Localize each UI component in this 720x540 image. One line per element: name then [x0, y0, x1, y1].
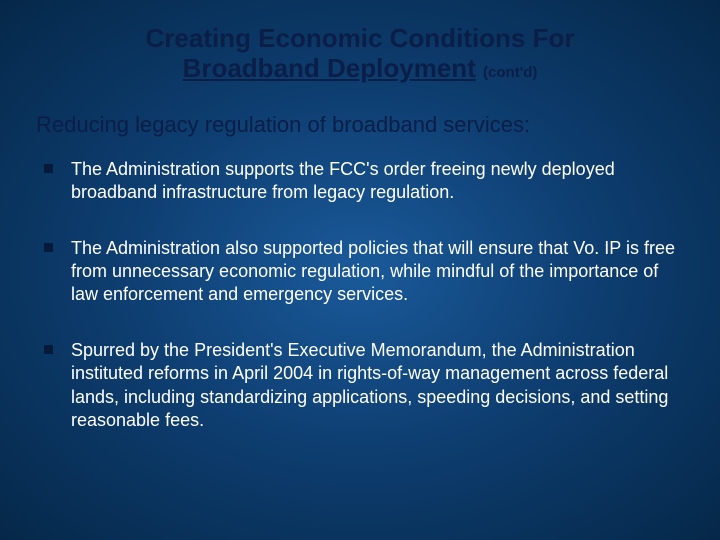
list-item: The Administration supports the FCC's or…: [44, 158, 684, 205]
title-suffix: (cont'd): [483, 64, 537, 81]
slide-title: Creating Economic Conditions For Broadba…: [36, 24, 684, 84]
square-bullet-icon: [44, 243, 53, 252]
bullet-text: The Administration supports the FCC's or…: [71, 158, 684, 205]
bullet-text: The Administration also supported polici…: [71, 237, 684, 307]
title-line1: Creating Economic Conditions For: [145, 23, 574, 53]
square-bullet-icon: [44, 345, 53, 354]
title-line2: Broadband Deployment: [183, 53, 476, 83]
bullet-text: Spurred by the President's Executive Mem…: [71, 339, 684, 433]
slide-title-block: Creating Economic Conditions For Broadba…: [36, 24, 684, 84]
bullet-list: The Administration supports the FCC's or…: [36, 158, 684, 433]
list-item: Spurred by the President's Executive Mem…: [44, 339, 684, 433]
list-item: The Administration also supported polici…: [44, 237, 684, 307]
square-bullet-icon: [44, 164, 53, 173]
slide-subheading: Reducing legacy regulation of broadband …: [36, 112, 684, 138]
